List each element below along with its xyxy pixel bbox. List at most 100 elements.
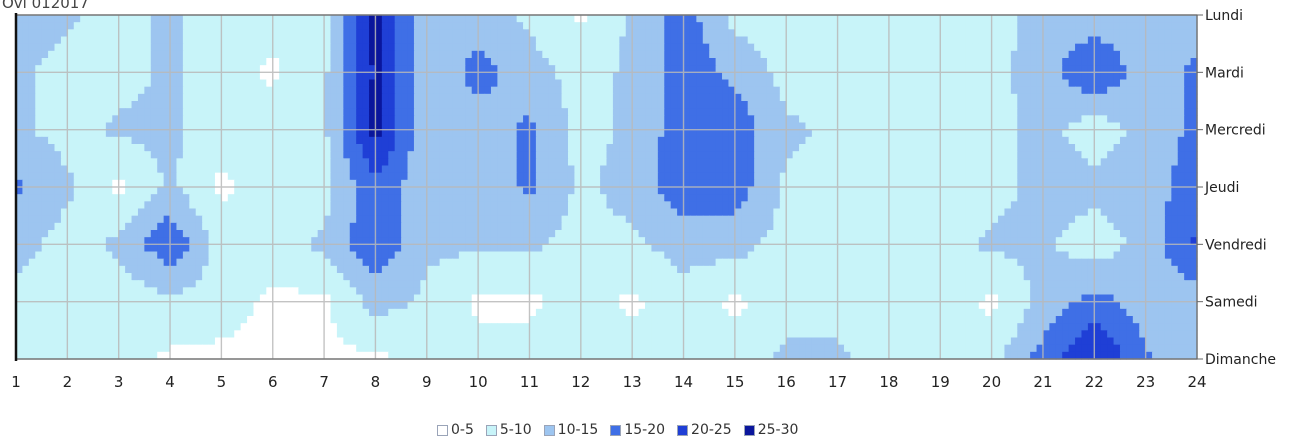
heatmap-cell [1087, 122, 1095, 131]
heatmap-cell [131, 194, 139, 202]
heatmap-cell [965, 58, 973, 66]
heatmap-cell [214, 93, 222, 102]
heatmap-cell [401, 86, 409, 95]
heatmap-cell [458, 187, 466, 195]
heatmap-cell [510, 50, 518, 59]
heatmap-cell [516, 179, 524, 188]
heatmap-cell [202, 43, 210, 52]
heatmap-cell [927, 172, 935, 181]
heatmap-cell [619, 115, 627, 124]
heatmap-cell [914, 101, 922, 109]
heatmap-cell [343, 58, 351, 66]
heatmap-cell [227, 222, 235, 231]
heatmap-cell [182, 36, 190, 45]
heatmap-cell [413, 122, 421, 131]
heatmap-cell [888, 165, 896, 174]
heatmap-cell [420, 172, 428, 181]
heatmap-cell [407, 172, 415, 181]
heatmap-cell [754, 165, 762, 174]
heatmap-cell [773, 79, 781, 88]
heatmap-cell [227, 79, 235, 88]
heatmap-cell [41, 86, 49, 95]
heatmap-cell [593, 165, 601, 174]
heatmap-cell [375, 187, 383, 195]
heatmap-cell [497, 86, 505, 95]
heatmap-cell [73, 151, 81, 159]
heatmap-cell [574, 58, 582, 66]
heatmap-cell [150, 86, 158, 95]
heatmap-cell [1017, 22, 1025, 30]
heatmap-cell [67, 187, 75, 195]
heatmap-cell [529, 158, 537, 167]
heatmap-cell [311, 50, 319, 59]
heatmap-cell [48, 15, 56, 23]
heatmap-cell [722, 58, 730, 66]
heatmap-cell [645, 93, 653, 102]
heatmap-cell [343, 230, 351, 238]
heatmap-cell [933, 115, 941, 124]
heatmap-cell [702, 43, 710, 52]
heatmap-cell [722, 43, 730, 52]
heatmap-cell [279, 15, 287, 23]
heatmap-cell [882, 79, 890, 88]
heatmap-cell [35, 230, 43, 238]
heatmap-cell [1145, 22, 1153, 30]
heatmap-cell [99, 165, 107, 174]
heatmap-cell [741, 158, 749, 167]
heatmap-cell [266, 187, 274, 195]
heatmap-cell [754, 79, 762, 88]
heatmap-cell [965, 108, 973, 116]
heatmap-cell [189, 58, 197, 66]
heatmap-cell [535, 108, 543, 116]
heatmap-cell [535, 43, 543, 52]
heatmap-cell [523, 72, 531, 81]
heatmap-cell [689, 108, 697, 116]
heatmap-cell [888, 29, 896, 38]
heatmap-cell [503, 65, 511, 73]
heatmap-cell [612, 43, 620, 52]
heatmap-cell [1132, 15, 1140, 23]
heatmap-cell [580, 22, 588, 30]
heatmap-cell [182, 93, 190, 102]
heatmap-cell [843, 58, 851, 66]
heatmap-cell [54, 201, 62, 210]
heatmap-cell [16, 151, 24, 159]
heatmap-cell [1004, 79, 1012, 88]
heatmap-cell [741, 36, 749, 45]
heatmap-cell [125, 29, 133, 38]
heatmap-cell [645, 86, 653, 95]
heatmap-cell [67, 230, 75, 238]
heatmap-cell [722, 165, 730, 174]
heatmap-cell [946, 151, 954, 159]
heatmap-cell [1004, 58, 1012, 66]
heatmap-cell [1158, 144, 1166, 152]
heatmap-cell [137, 101, 145, 109]
heatmap-cell [773, 50, 781, 59]
heatmap-cell [125, 58, 133, 66]
heatmap-cell [978, 115, 986, 124]
heatmap-cell [1190, 115, 1198, 124]
heatmap-cell [888, 36, 896, 45]
heatmap-cell [670, 15, 678, 23]
heatmap-cell [651, 179, 659, 188]
heatmap-cell [535, 115, 543, 124]
heatmap-cell [702, 151, 710, 159]
heatmap-cell [298, 86, 306, 95]
heatmap-cell [253, 237, 261, 245]
heatmap-cell [972, 36, 980, 45]
heatmap-cell [433, 179, 441, 188]
heatmap-cell [799, 158, 807, 167]
heatmap-cell [80, 93, 88, 102]
heatmap-cell [407, 43, 415, 52]
heatmap-cell [1081, 115, 1089, 124]
heatmap-cell [670, 65, 678, 73]
heatmap-cell [150, 165, 158, 174]
heatmap-cell [176, 86, 184, 95]
heatmap-cell [426, 122, 434, 131]
heatmap-cell [176, 230, 184, 238]
heatmap-cell [548, 43, 556, 52]
heatmap-cell [625, 79, 633, 88]
heatmap-cell [632, 86, 640, 95]
heatmap-cell [657, 93, 665, 102]
heatmap-cell [850, 43, 858, 52]
